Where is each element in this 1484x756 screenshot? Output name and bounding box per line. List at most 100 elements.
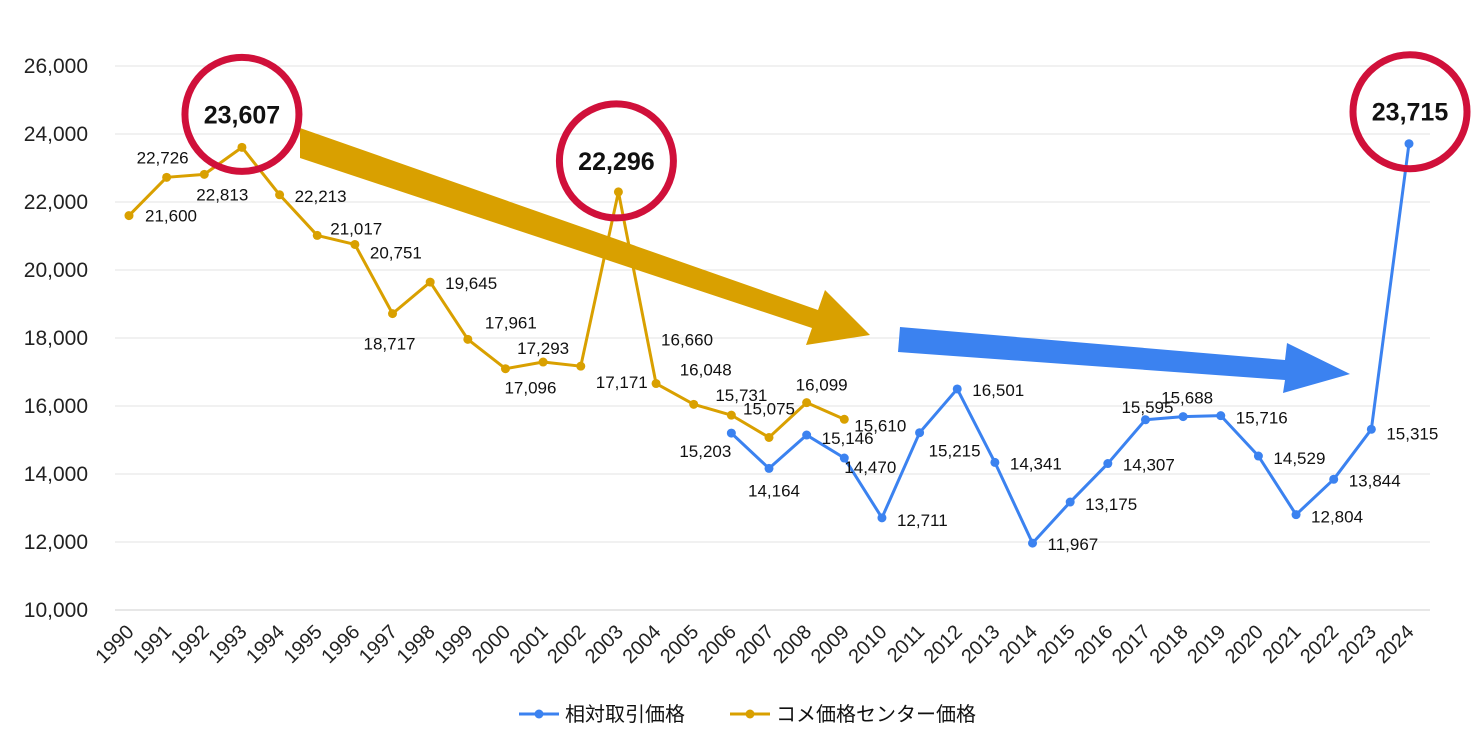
x-tick-label: 2019: [1183, 621, 1230, 668]
x-tick-label: 1998: [393, 621, 440, 668]
x-tick-label: 2017: [1108, 621, 1155, 668]
data-point: [877, 513, 887, 523]
x-tick-label: 2015: [1033, 621, 1080, 668]
data-label: 22,296: [578, 148, 654, 176]
data-point: [275, 190, 285, 200]
blue-trend-arrow: [898, 327, 1350, 393]
y-tick-label: 26,000: [24, 55, 88, 78]
data-point: [1329, 474, 1339, 484]
data-label: 22,813: [196, 185, 248, 204]
data-point: [1103, 459, 1113, 469]
data-point: [802, 398, 812, 408]
data-point: [651, 379, 661, 389]
x-tick-label: 1990: [92, 621, 139, 668]
data-label: 11,967: [1048, 535, 1099, 554]
data-point: [538, 357, 548, 367]
data-point: [237, 142, 247, 152]
data-point: [1291, 510, 1301, 520]
data-label: 17,961: [485, 313, 537, 332]
x-tick-label: 2024: [1372, 621, 1419, 668]
data-point: [388, 309, 398, 319]
x-tick-label: 2013: [957, 621, 1004, 668]
x-tick-label: 1991: [129, 621, 176, 668]
y-axis: 10,000 12,000 14,000 16,000 18,000 20,000 22,0…: [24, 55, 88, 622]
data-point: [124, 211, 134, 221]
data-label: 19,645: [445, 274, 497, 293]
data-label: 15,731: [715, 386, 767, 405]
y-tick-label: 12,000: [24, 531, 88, 554]
x-tick-label: 2009: [807, 621, 854, 668]
data-point: [839, 414, 849, 424]
x-tick-label: 2000: [468, 621, 515, 668]
data-point: [425, 277, 435, 287]
data-label: 15,315: [1386, 424, 1438, 443]
data-point: [1178, 412, 1188, 422]
y-tick-label: 24,000: [24, 123, 88, 146]
data-label: 15,146: [822, 429, 874, 448]
x-tick-label: 1996: [317, 621, 364, 668]
data-label: 14,470: [844, 458, 896, 477]
x-tick-label: 2008: [769, 621, 816, 668]
trend-arrows: [300, 128, 1350, 393]
data-point: [1065, 497, 1075, 507]
data-label: 16,048: [680, 360, 732, 379]
x-tick-label: 2018: [1146, 621, 1193, 668]
data-label: 22,213: [295, 187, 347, 206]
x-axis: 1990199119921993199419951996199719981999…: [92, 621, 1419, 668]
data-point: [1404, 139, 1414, 149]
data-point: [500, 364, 510, 374]
data-label: 15,595: [1121, 398, 1173, 417]
x-tick-label: 2020: [1221, 621, 1268, 668]
series-layer: [124, 139, 1414, 548]
x-tick-label: 2011: [883, 621, 929, 667]
y-tick-label: 10,000: [24, 599, 88, 622]
data-point: [1028, 538, 1038, 548]
orange-trend-arrow: [300, 128, 870, 345]
data-label: 16,660: [661, 331, 713, 350]
data-point: [350, 239, 360, 249]
highlight-circle: [555, 100, 677, 222]
data-label: 15,215: [929, 442, 981, 461]
data-label: 21,600: [145, 207, 197, 226]
data-point: [312, 230, 322, 240]
y-tick-label: 20,000: [24, 259, 88, 282]
series-line-orange: [127, 145, 845, 439]
data-point: [990, 457, 1000, 467]
data-point: [162, 172, 172, 182]
x-tick-label: 2023: [1334, 621, 1381, 668]
x-tick-label: 2010: [844, 621, 891, 668]
data-label: 23,607: [204, 101, 280, 129]
data-label: 12,711: [897, 511, 948, 530]
x-tick-label: 2014: [995, 621, 1042, 668]
data-point: [463, 334, 473, 344]
x-tick-label: 2004: [619, 621, 666, 668]
data-label: 15,688: [1161, 389, 1213, 408]
x-tick-label: 2005: [656, 621, 703, 668]
data-label: 14,341: [1010, 454, 1062, 473]
data-label: 18,717: [364, 335, 416, 354]
x-tick-label: 2006: [694, 621, 741, 668]
data-labels: 21,600 22,726 22,813 23,607 22,213 21,017 20,7…: [137, 99, 1449, 554]
data-label: 17,096: [504, 379, 556, 398]
highlight-circle: [1349, 51, 1471, 173]
legend-marker: [745, 709, 755, 719]
x-tick-label: 2016: [1070, 621, 1117, 668]
data-point: [764, 463, 774, 473]
data-label: 17,293: [517, 339, 569, 358]
data-point: [1366, 424, 1376, 434]
data-point: [1253, 451, 1263, 461]
data-label: 23,715: [1372, 99, 1449, 127]
data-point: [1216, 411, 1226, 421]
y-tick-label: 14,000: [24, 463, 88, 486]
x-tick-label: 2012: [920, 621, 967, 668]
x-tick-label: 1995: [280, 621, 327, 668]
data-label: 14,529: [1273, 449, 1325, 468]
x-tick-label: 1993: [204, 621, 251, 668]
data-label: 14,164: [748, 481, 800, 500]
data-point: [726, 410, 736, 420]
x-tick-label: 2001: [506, 621, 553, 668]
data-point: [199, 169, 209, 179]
data-label: 15,075: [743, 399, 795, 418]
data-point: [915, 428, 925, 438]
